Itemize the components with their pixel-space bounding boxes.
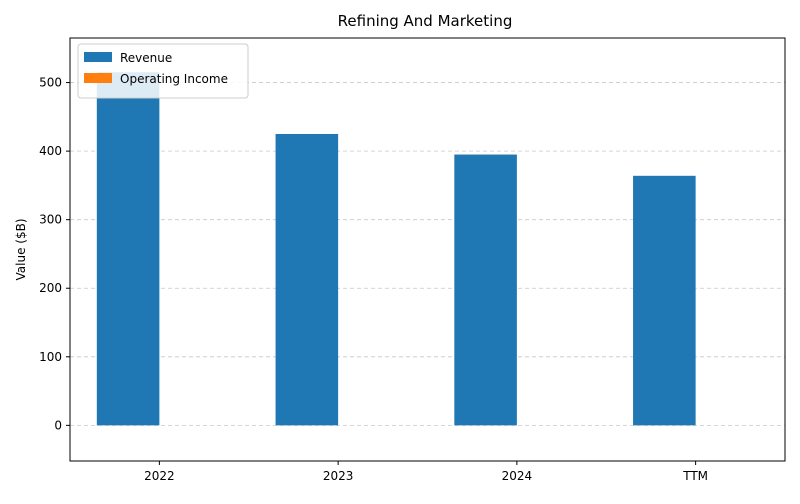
x-tick-label: 2023 [323,469,354,483]
legend-label: Operating Income [120,72,228,86]
legend: Revenue Operating Income [77,43,249,99]
y-tick-label: 200 [39,281,62,295]
y-tick-label: 400 [39,144,62,158]
legend-swatch [84,73,112,83]
bar-revenue-2023 [275,133,339,426]
y-tick-label: 500 [39,76,62,90]
bar-revenue-2024 [454,154,517,426]
y-axis: 0 100 200 300 400 500 [39,76,70,432]
legend-box [77,43,249,99]
chart-title: Refining And Marketing [338,12,513,30]
legend-swatch [84,52,112,62]
bar-revenue-2022 [96,72,160,426]
bars [96,72,696,426]
x-axis: 2022 2023 2024 TTM [144,461,708,483]
x-tick-label: 2022 [144,469,175,483]
bar-revenue-ttm [633,175,696,426]
x-tick-label: 2024 [502,469,533,483]
y-tick-label: 0 [54,418,62,432]
legend-label: Revenue [120,51,172,65]
y-tick-label: 100 [39,350,62,364]
x-tick-label: TTM [682,469,708,483]
y-tick-label: 300 [39,213,62,227]
y-axis-label: Value ($B) [14,219,28,281]
plot-frame [69,37,786,462]
